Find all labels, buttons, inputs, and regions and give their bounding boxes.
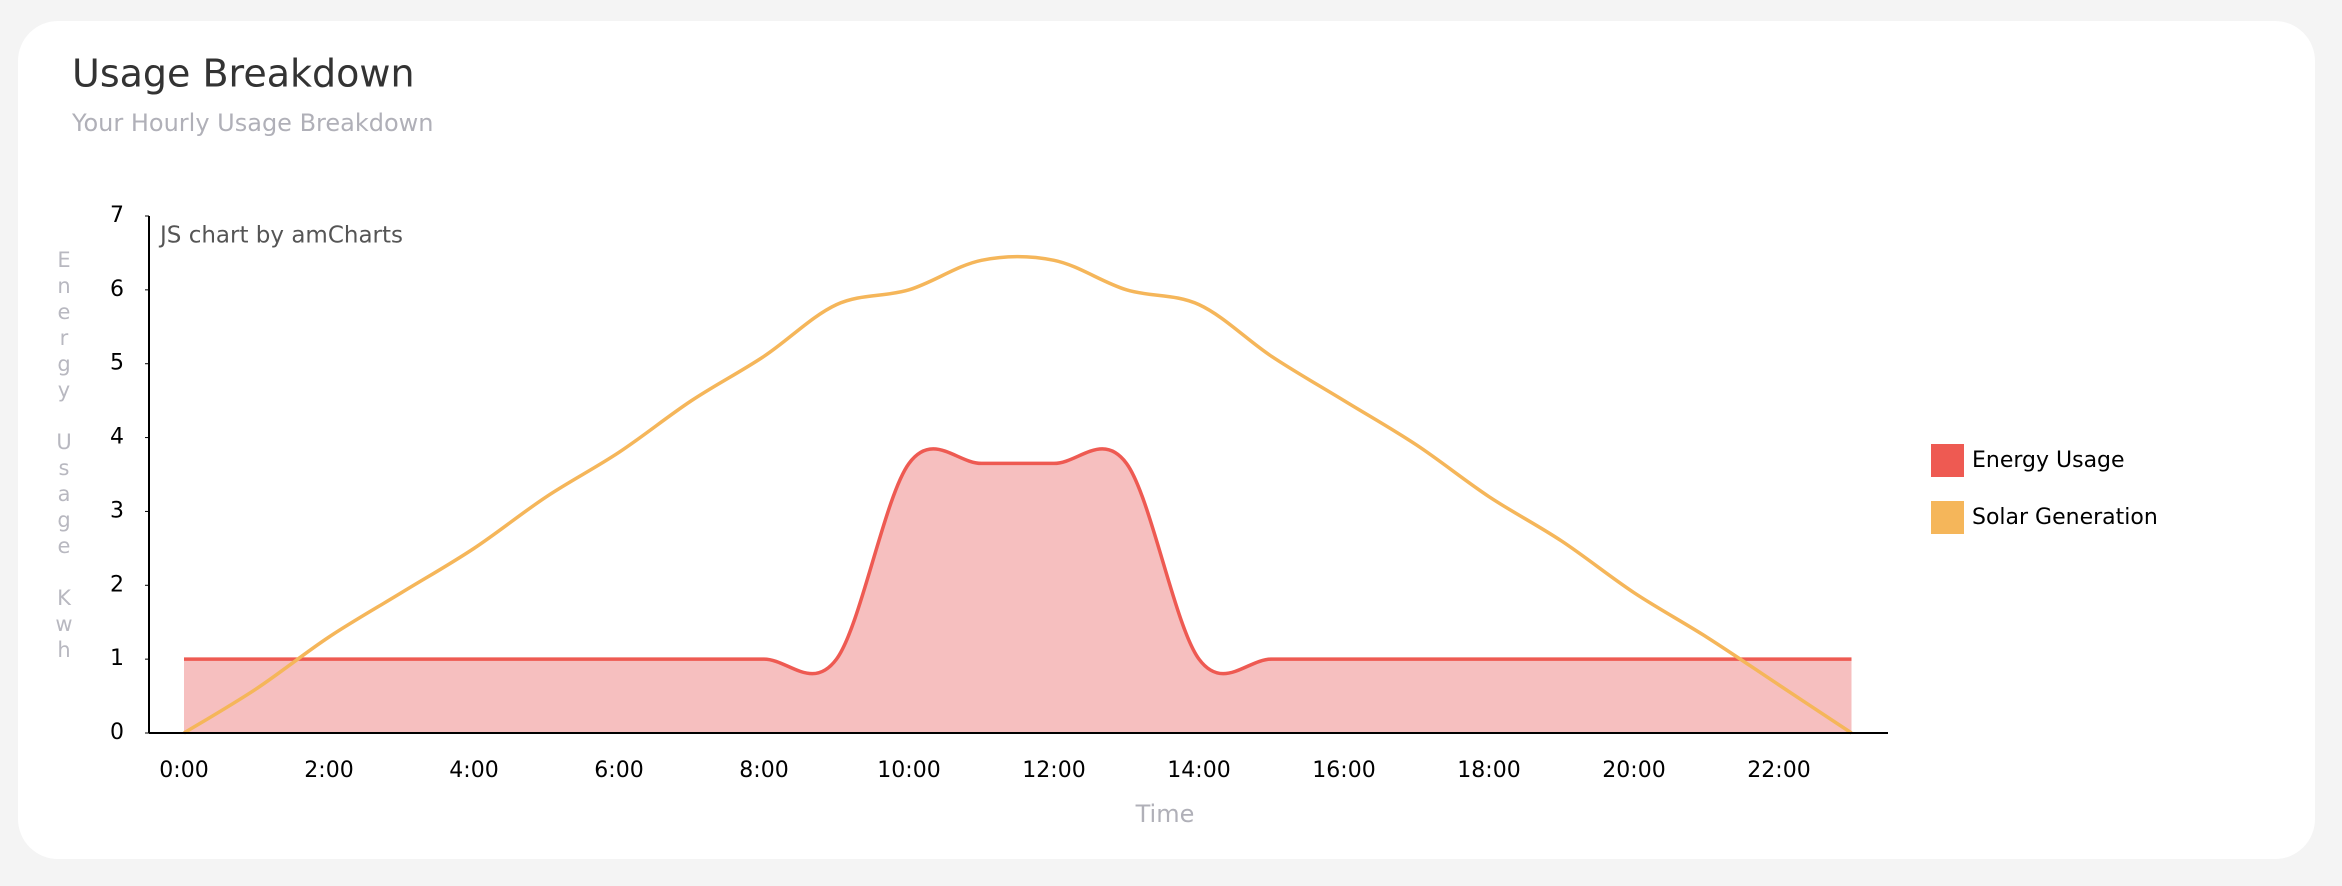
x-tick-label: 4:00 <box>449 758 498 783</box>
legend-swatch <box>1931 444 1964 477</box>
y-tick-label: 7 <box>110 203 124 228</box>
legend-label: Solar Generation <box>1972 505 2158 530</box>
x-tick-label: 10:00 <box>877 758 940 783</box>
x-axis-title: Time <box>1135 800 1195 828</box>
legend-label: Energy Usage <box>1972 448 2125 473</box>
x-tick-label: 12:00 <box>1022 758 1085 783</box>
x-tick-label: 6:00 <box>594 758 643 783</box>
x-tick-label: 16:00 <box>1312 758 1375 783</box>
y-tick-label: 1 <box>110 646 124 671</box>
card-subtitle: Your Hourly Usage Breakdown <box>71 109 434 137</box>
x-tick-label: 2:00 <box>304 758 353 783</box>
watermark: JS chart by amCharts <box>158 223 403 249</box>
y-tick-label: 0 <box>110 720 124 745</box>
y-tick-label: 5 <box>110 351 124 376</box>
y-tick-label: 6 <box>110 277 124 302</box>
y-tick-label: 2 <box>110 572 124 597</box>
x-tick-label: 0:00 <box>159 758 208 783</box>
legend-swatch <box>1931 501 1964 534</box>
x-tick-label: 14:00 <box>1167 758 1230 783</box>
x-tick-label: 20:00 <box>1602 758 1665 783</box>
y-axis-title: Energy Usage Kwh <box>52 248 76 664</box>
line <box>184 447 1852 676</box>
card-title: Usage Breakdown <box>72 52 415 96</box>
area <box>184 448 1852 733</box>
card <box>18 21 2315 859</box>
x-tick-label: 22:00 <box>1747 758 1810 783</box>
line <box>183 254 1853 735</box>
x-tick-label: 18:00 <box>1457 758 1520 783</box>
y-tick-label: 4 <box>110 425 124 450</box>
x-tick-label: 8:00 <box>739 758 788 783</box>
y-tick-label: 3 <box>110 498 124 523</box>
